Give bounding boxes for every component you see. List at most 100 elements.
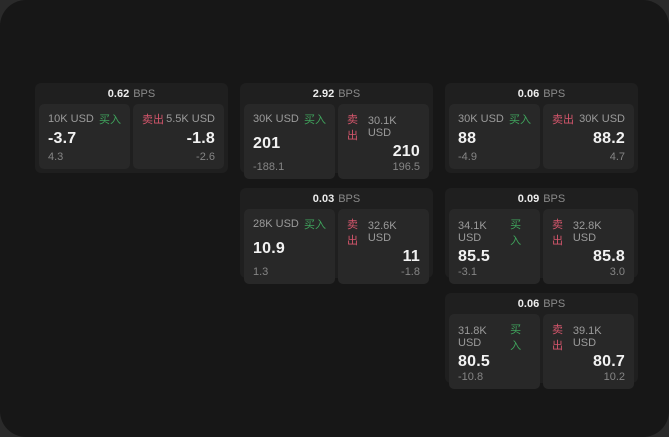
buy-amount: 34.1K USD xyxy=(458,220,487,244)
sell-price: 80.7 xyxy=(593,353,625,370)
buy-panel-top: 30K USD 买入 xyxy=(458,111,531,127)
bps-unit-label: BPS xyxy=(133,87,156,100)
bps-value: 2.92 xyxy=(312,87,335,100)
buy-price: 10.9 xyxy=(253,240,285,257)
sell-quote-panel[interactable]: 卖出 32.8K USD 85.8 3.0 xyxy=(543,209,634,284)
buy-quote-panel[interactable]: 31.8K USD 买入 80.5 -10.8 xyxy=(449,314,540,389)
sell-panel-top: 卖出 30.1K USD xyxy=(347,111,420,143)
sell-price: 210 xyxy=(392,143,420,160)
buy-panel-top: 34.1K USD 买入 xyxy=(458,216,531,248)
sell-delta: -2.6 xyxy=(196,151,215,163)
sell-amount: 32.6K USD xyxy=(367,220,397,244)
bps-value: 0.03 xyxy=(312,192,335,205)
card-header: 2.92 BPS xyxy=(240,83,433,104)
card-body: 28K USD 买入 10.9 1.3 卖出 32.6K USD 11 -1.8 xyxy=(240,209,433,288)
card-body: 31.8K USD 买入 80.5 -10.8 卖出 39.1K USD 80.… xyxy=(445,314,638,393)
buy-delta: -4.9 xyxy=(458,151,477,163)
buy-button[interactable]: 买入 xyxy=(509,114,531,126)
buy-button[interactable]: 买入 xyxy=(510,219,522,247)
sell-button[interactable]: 卖出 xyxy=(347,219,358,247)
sell-button[interactable]: 卖出 xyxy=(552,219,563,247)
sell-quote-panel[interactable]: 卖出 32.6K USD 11 -1.8 xyxy=(338,209,429,284)
sell-amount: 30K USD xyxy=(579,113,625,125)
sell-button[interactable]: 卖出 xyxy=(347,114,358,142)
buy-price: 80.5 xyxy=(458,353,490,370)
sell-button[interactable]: 卖出 xyxy=(142,114,164,126)
quote-card: 0.06 BPS 30K USD 买入 88 -4.9 卖出 30K USD 8… xyxy=(445,83,638,173)
sell-delta: 196.5 xyxy=(392,161,420,173)
bps-unit-label: BPS xyxy=(338,87,361,100)
card-header: 0.09 BPS xyxy=(445,188,638,209)
sell-price: -1.8 xyxy=(186,130,215,147)
sell-quote-panel[interactable]: 卖出 39.1K USD 80.7 10.2 xyxy=(543,314,634,389)
buy-panel-top: 31.8K USD 买入 xyxy=(458,321,531,353)
card-body: 30K USD 买入 201 -188.1 卖出 30.1K USD 210 1… xyxy=(240,104,433,183)
buy-amount: 30K USD xyxy=(458,113,504,125)
buy-delta: -10.8 xyxy=(458,371,484,383)
buy-quote-panel[interactable]: 10K USD 买入 -3.7 4.3 xyxy=(39,104,130,169)
sell-price: 11 xyxy=(402,248,420,265)
sell-price: 88.2 xyxy=(593,130,625,147)
bps-unit-label: BPS xyxy=(543,297,566,310)
bps-unit-label: BPS xyxy=(543,192,566,205)
card-header: 0.03 BPS xyxy=(240,188,433,209)
buy-quote-panel[interactable]: 30K USD 买入 88 -4.9 xyxy=(449,104,540,169)
sell-button[interactable]: 卖出 xyxy=(552,114,574,126)
buy-button[interactable]: 买入 xyxy=(304,219,326,231)
bps-value: 0.06 xyxy=(517,297,540,310)
buy-panel-top: 30K USD 买入 xyxy=(253,111,326,127)
sell-quote-panel[interactable]: 卖出 30.1K USD 210 196.5 xyxy=(338,104,429,179)
sell-delta: 4.7 xyxy=(609,151,625,163)
buy-delta: 4.3 xyxy=(48,151,64,163)
sell-amount: 30.1K USD xyxy=(367,115,397,139)
sell-quote-panel[interactable]: 卖出 5.5K USD -1.8 -2.6 xyxy=(133,104,224,169)
sell-panel-top: 卖出 30K USD xyxy=(552,111,625,127)
buy-amount: 28K USD xyxy=(253,218,299,230)
sell-panel-top: 卖出 39.1K USD xyxy=(552,321,625,353)
sell-quote-panel[interactable]: 卖出 30K USD 88.2 4.7 xyxy=(543,104,634,169)
buy-panel-top: 28K USD 买入 xyxy=(253,216,326,232)
card-header: 0.06 BPS xyxy=(445,293,638,314)
bps-value: 0.62 xyxy=(107,87,130,100)
buy-amount: 31.8K USD xyxy=(458,325,487,349)
buy-delta: -3.1 xyxy=(458,266,477,278)
sell-amount: 39.1K USD xyxy=(572,325,602,349)
buy-panel-top: 10K USD 买入 xyxy=(48,111,121,127)
bps-value: 0.09 xyxy=(517,192,540,205)
bps-unit-label: BPS xyxy=(543,87,566,100)
card-body: 10K USD 买入 -3.7 4.3 卖出 5.5K USD -1.8 -2.… xyxy=(35,104,228,173)
card-header: 0.62 BPS xyxy=(35,83,228,104)
buy-price: 201 xyxy=(253,135,281,152)
card-body: 30K USD 买入 88 -4.9 卖出 30K USD 88.2 4.7 xyxy=(445,104,638,173)
buy-amount: 30K USD xyxy=(253,113,299,125)
sell-price: 85.8 xyxy=(593,248,625,265)
buy-button[interactable]: 买入 xyxy=(99,114,121,126)
quote-card: 0.62 BPS 10K USD 买入 -3.7 4.3 卖出 5.5K USD… xyxy=(35,83,228,173)
sell-panel-top: 卖出 32.8K USD xyxy=(552,216,625,248)
sell-panel-top: 卖出 32.6K USD xyxy=(347,216,420,248)
buy-price: -3.7 xyxy=(48,130,77,147)
sell-amount: 5.5K USD xyxy=(166,113,215,125)
sell-delta: 10.2 xyxy=(603,371,625,383)
bps-value: 0.06 xyxy=(517,87,540,100)
card-header: 0.06 BPS xyxy=(445,83,638,104)
quote-card: 0.06 BPS 31.8K USD 买入 80.5 -10.8 卖出 39.1… xyxy=(445,293,638,389)
card-body: 34.1K USD 买入 85.5 -3.1 卖出 32.8K USD 85.8… xyxy=(445,209,638,288)
sell-delta: -1.8 xyxy=(401,266,420,278)
buy-quote-panel[interactable]: 28K USD 买入 10.9 1.3 xyxy=(244,209,335,284)
quote-card: 0.03 BPS 28K USD 买入 10.9 1.3 卖出 32.6K US… xyxy=(240,188,433,284)
sell-panel-top: 卖出 5.5K USD xyxy=(142,111,215,127)
buy-price: 88 xyxy=(458,130,477,147)
buy-button[interactable]: 买入 xyxy=(510,324,522,352)
buy-amount: 10K USD xyxy=(48,113,94,125)
buy-delta: 1.3 xyxy=(253,266,269,278)
sell-delta: 3.0 xyxy=(609,266,625,278)
buy-button[interactable]: 买入 xyxy=(304,114,326,126)
buy-quote-panel[interactable]: 30K USD 买入 201 -188.1 xyxy=(244,104,335,179)
sell-button[interactable]: 卖出 xyxy=(552,324,563,352)
bps-unit-label: BPS xyxy=(338,192,361,205)
quote-card: 0.09 BPS 34.1K USD 买入 85.5 -3.1 卖出 32.8K… xyxy=(445,188,638,284)
buy-quote-panel[interactable]: 34.1K USD 买入 85.5 -3.1 xyxy=(449,209,540,284)
buy-price: 85.5 xyxy=(458,248,490,265)
